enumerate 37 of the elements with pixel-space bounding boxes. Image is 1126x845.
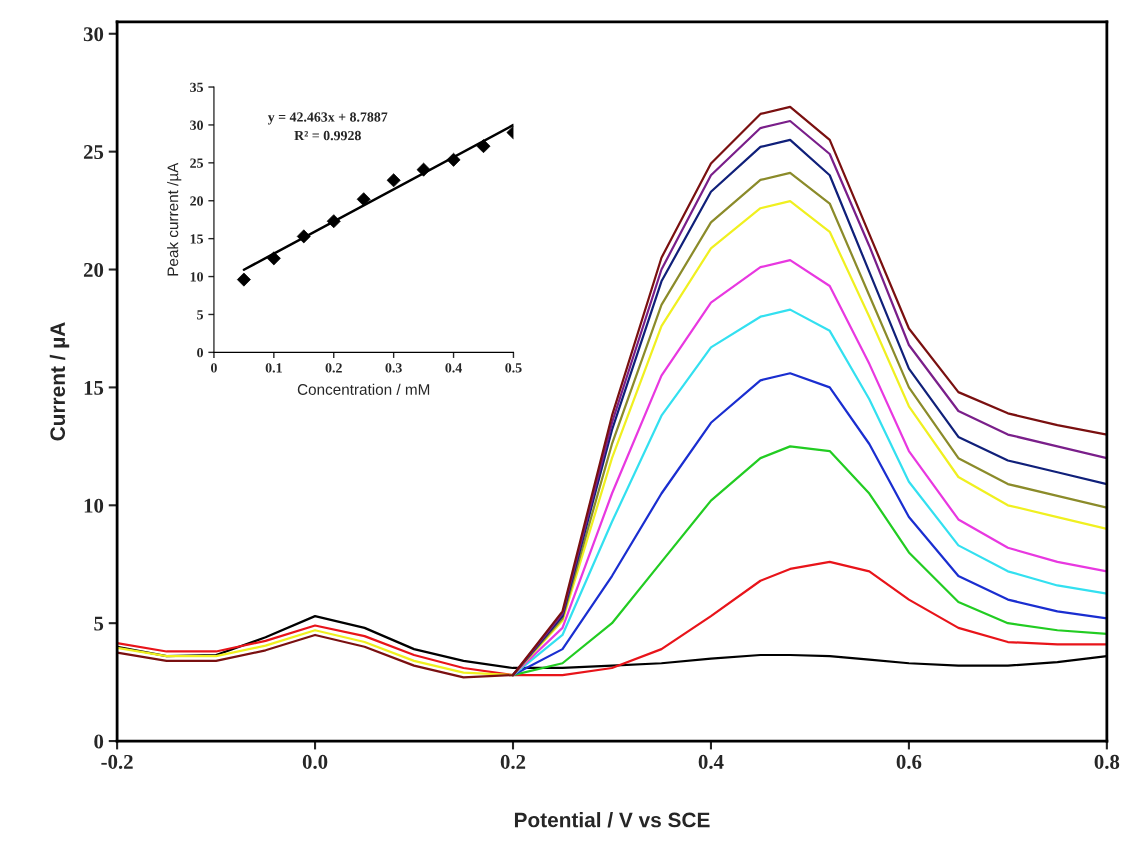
line-series — [117, 560, 1107, 677]
y-tick-label: 30 — [190, 120, 203, 130]
y-tick-label: 20 — [83, 262, 104, 277]
y-axis-title: Current / µA — [49, 322, 70, 441]
y-tick-label: 35 — [190, 82, 204, 92]
point — [326, 214, 341, 229]
x-tick-label: 0.8 — [1094, 754, 1120, 770]
x-axis-title: Potential / V vs SCE — [514, 812, 710, 828]
annotation: R² = 0.9928 — [294, 130, 361, 141]
y-tick-label: 0 — [94, 734, 104, 749]
y-tick-label: 30 — [83, 27, 104, 42]
y-tick-label: 0 — [197, 347, 203, 358]
x-tick-label: 0.1 — [265, 363, 282, 373]
y-tick-label: 15 — [84, 380, 104, 395]
x-tick-label: 0.0 — [302, 754, 328, 770]
x-tick-label: -0.2 — [101, 754, 133, 770]
y-tick-label: 20 — [190, 196, 203, 206]
x-tick-label: 0.6 — [896, 754, 922, 770]
x-tick-label: 0.4 — [698, 754, 724, 770]
y-tick-label: 25 — [190, 158, 204, 168]
y-tick-label: 5 — [94, 616, 104, 631]
x-tick-label: 0.2 — [500, 754, 526, 770]
line-series — [511, 372, 1107, 677]
y-axis-title: Peak current /µA — [167, 162, 182, 276]
line-series — [117, 105, 1107, 679]
y-tick-label: 25 — [83, 145, 104, 160]
x-tick-label: 0.2 — [325, 363, 342, 373]
annotation: y = 42.463x + 8.7887 — [267, 112, 388, 125]
x-tick-label: 0 — [211, 363, 217, 373]
x-tick-label: 0.5 — [505, 363, 522, 373]
y-tick-label: 10 — [190, 272, 203, 282]
x-axis-title: Concentration / mM — [297, 383, 430, 395]
x-tick-label: 0.4 — [445, 363, 462, 373]
y-tick-label: 15 — [190, 234, 204, 244]
y-tick-label: 10 — [84, 498, 104, 513]
x-tick-label: 0.3 — [385, 363, 402, 373]
y-tick-label: 5 — [197, 310, 204, 320]
